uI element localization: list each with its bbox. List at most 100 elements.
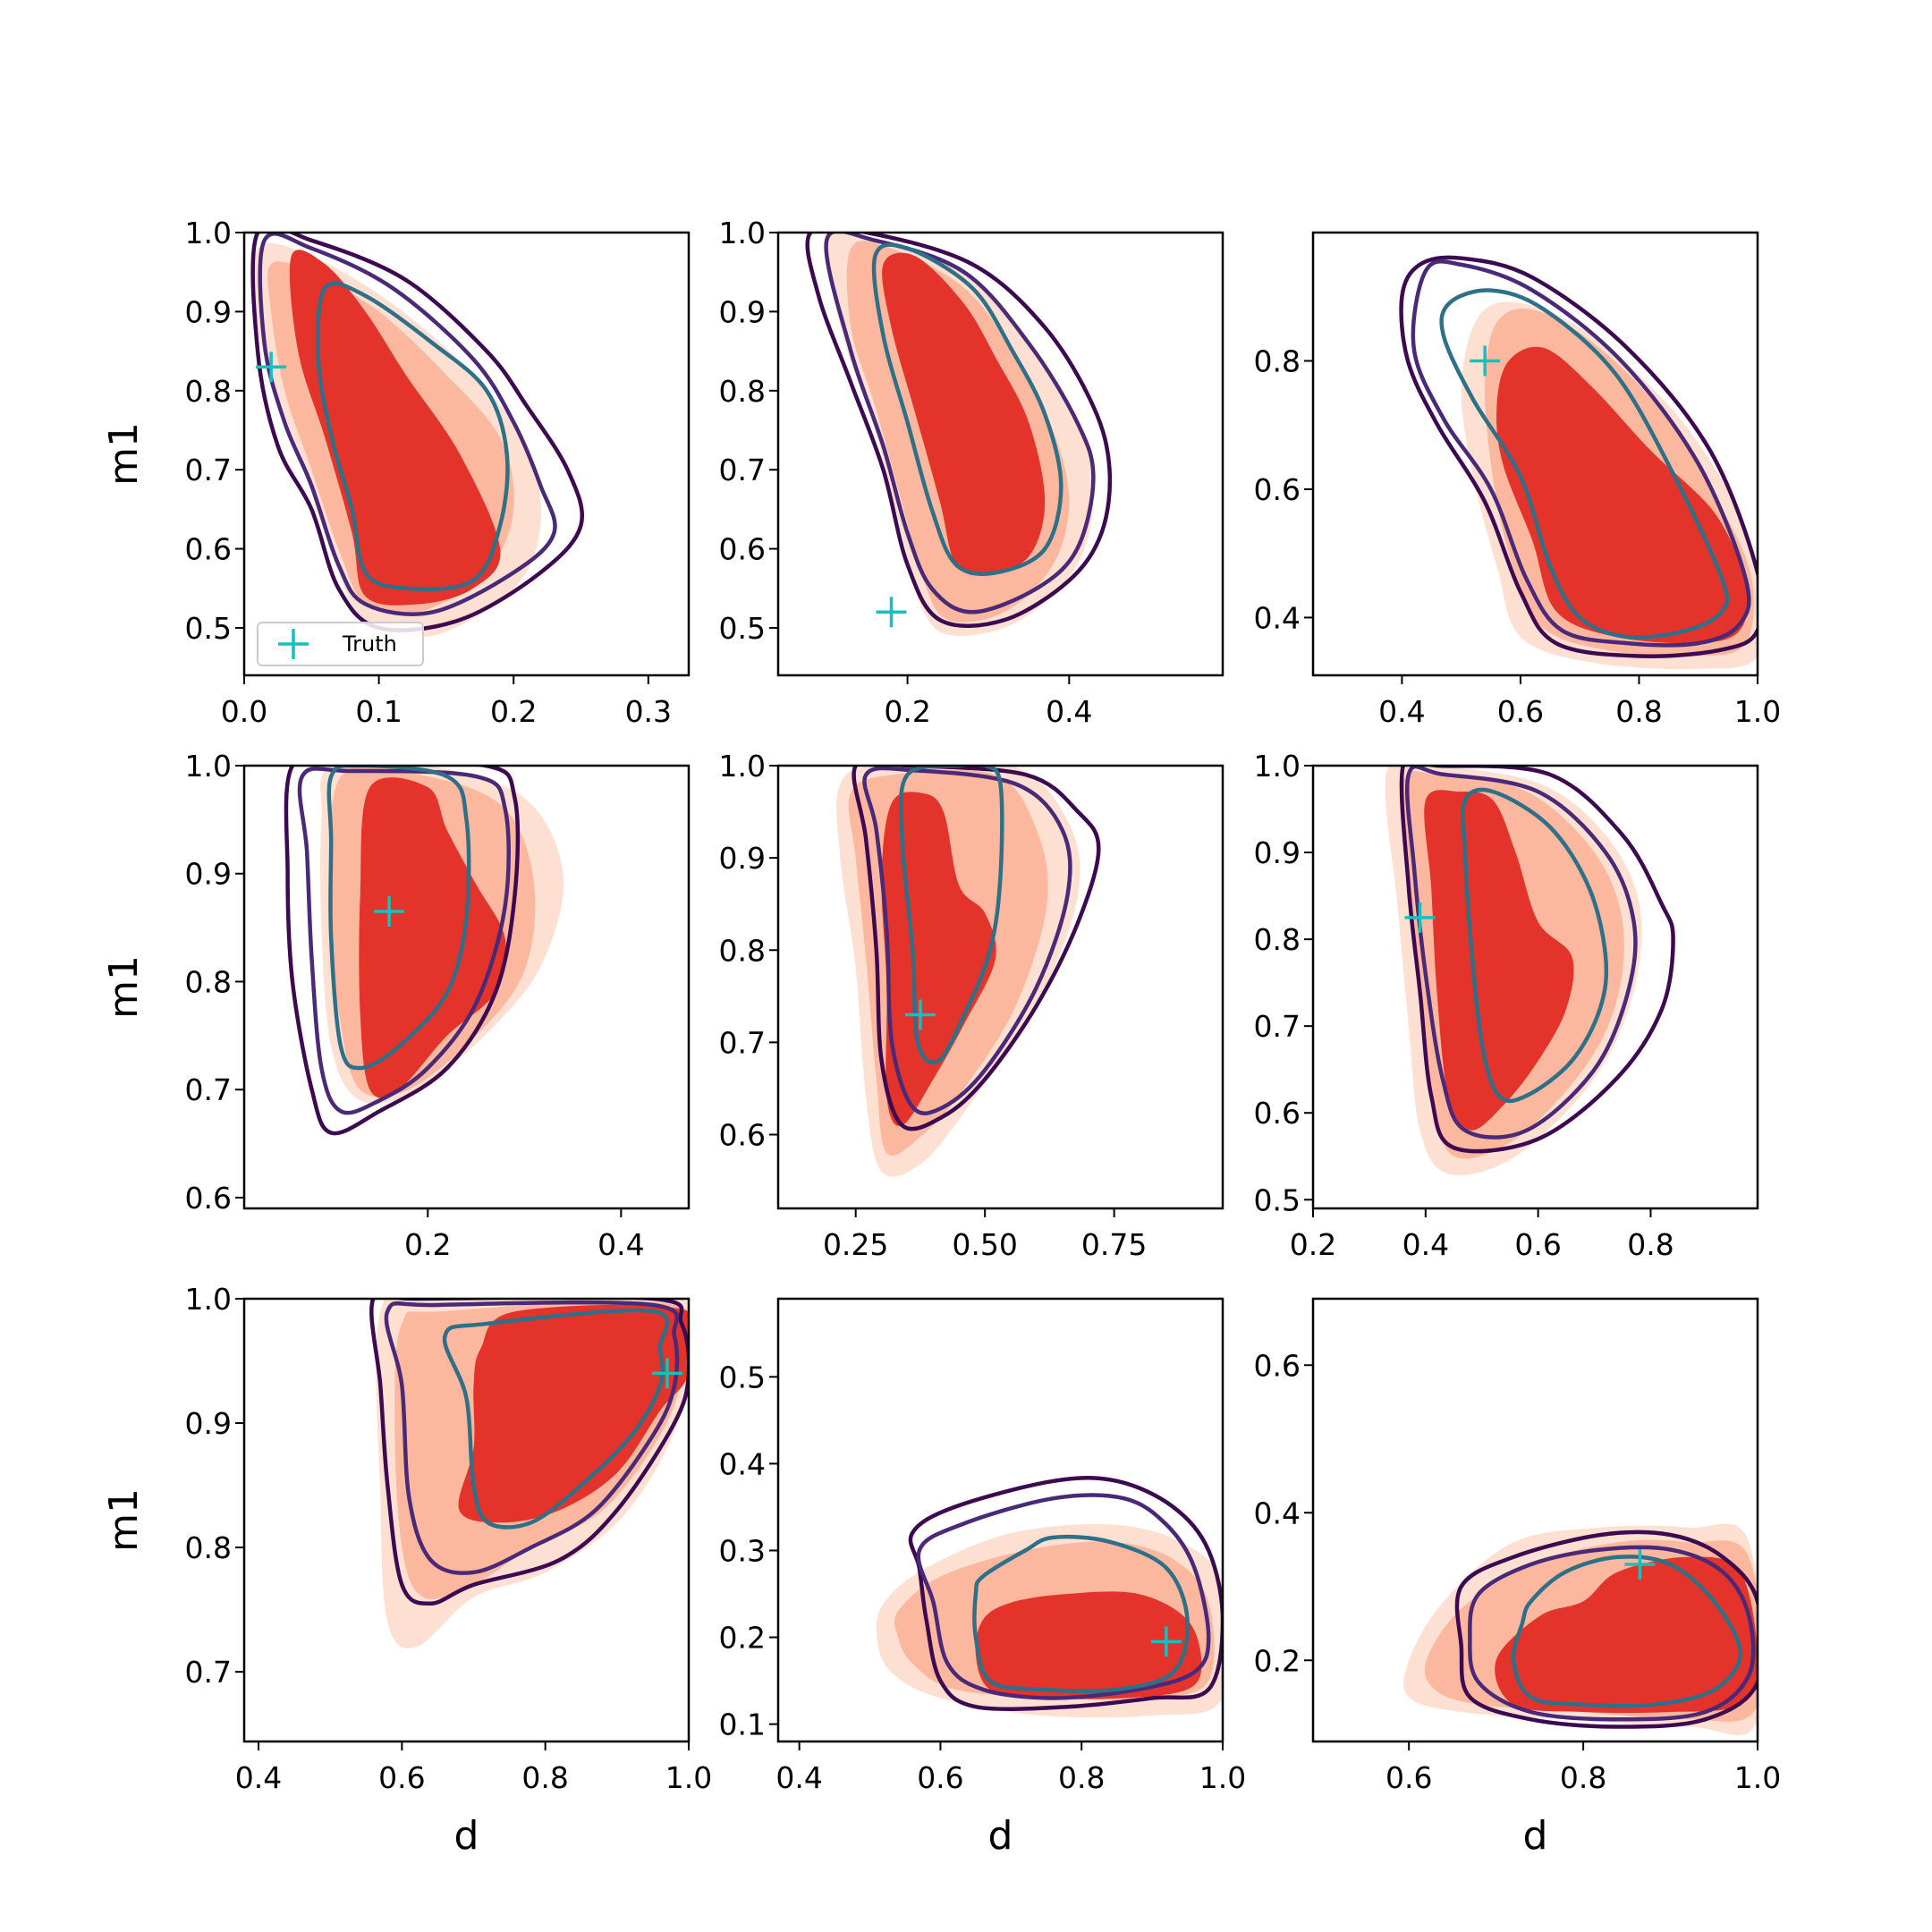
y-tick-label: 0.6 xyxy=(1254,472,1301,507)
y-axis-label: m1 xyxy=(101,422,147,486)
y-tick-label: 0.7 xyxy=(185,1072,232,1107)
y-tick-label: 0.4 xyxy=(719,1446,766,1481)
x-tick-label: 1.0 xyxy=(1734,694,1781,729)
y-tick-label: 0.6 xyxy=(185,532,232,567)
line-contour-level-3 xyxy=(326,766,471,1071)
y-tick-label: 0.7 xyxy=(719,1025,766,1060)
y-tick-label: 0.9 xyxy=(185,1406,232,1441)
panel-1: 0.0 0.1 0.2 0.3 0.5 0.6 0.7 0.8 0.9 1.0 m1 Truth xyxy=(101,216,691,729)
axes-frame xyxy=(242,231,691,677)
y-tick-label: 1.0 xyxy=(185,216,232,250)
line-contour-level-2 xyxy=(258,233,557,616)
y-tick-label: 0.2 xyxy=(719,1621,766,1656)
x-tick-label: 0.4 xyxy=(597,1227,644,1262)
y-tick-label: 0.8 xyxy=(185,1530,232,1565)
y-tick-label: 0.9 xyxy=(719,841,766,876)
y-tick-label: 0.6 xyxy=(719,532,766,567)
y-tick-label: 0.7 xyxy=(185,453,232,487)
y-axis-label: m1 xyxy=(101,1488,147,1552)
filled-contour-level-3 xyxy=(458,1304,689,1523)
y-tick-label: 0.8 xyxy=(1254,922,1301,957)
line-contour-level-2 xyxy=(1468,1545,1756,1722)
x-axis-label: d xyxy=(1523,1813,1548,1859)
truth-marker xyxy=(904,999,936,1030)
axes-frame xyxy=(242,1297,691,1743)
legend-label: Truth xyxy=(342,631,397,657)
line-contour-level-3 xyxy=(972,1534,1191,1693)
y-tick-label: 0.5 xyxy=(719,1360,766,1394)
axes-frame xyxy=(776,231,1224,677)
y-axis-label: m1 xyxy=(101,955,147,1019)
y-tick-label: 1.0 xyxy=(185,1282,232,1317)
filled-contour-level-3 xyxy=(1424,790,1574,1131)
x-tick-label: 0.50 xyxy=(952,1227,1017,1262)
line-contour-level-1 xyxy=(250,233,585,632)
line-contour-level-1 xyxy=(908,1475,1223,1711)
panel-8: 0.4 0.6 0.8 1.0 0.1 0.2 0.3 0.4 0.5 d xyxy=(719,1297,1246,1859)
filled-contour-level-3 xyxy=(1495,1556,1758,1714)
y-tick-label: 1.0 xyxy=(719,216,766,250)
contour-layer xyxy=(805,233,1113,637)
axes-frame xyxy=(1311,231,1759,677)
panel-2: 0.2 0.4 0.5 0.6 0.7 0.8 0.9 1.0 xyxy=(719,216,1224,729)
x-tick-label: 0.6 xyxy=(917,1760,963,1795)
line-contour-level-1 xyxy=(1454,1530,1758,1729)
x-tick-label: 0.8 xyxy=(521,1760,568,1795)
x-tick-label: 0.4 xyxy=(235,1760,282,1795)
line-contour-level-2 xyxy=(1405,766,1638,1140)
x-axis-label: d xyxy=(454,1813,479,1859)
y-tick-label: 0.6 xyxy=(1254,1348,1301,1383)
y-tick-label: 0.7 xyxy=(1254,1009,1301,1044)
line-contour-level-1 xyxy=(1399,255,1758,658)
line-contour-level-2 xyxy=(297,767,511,1115)
x-tick-label: 0.8 xyxy=(1615,694,1662,729)
y-tick-label: 0.8 xyxy=(1254,343,1301,378)
legend: Truth xyxy=(257,622,424,666)
line-contour-level-2 xyxy=(862,766,1072,1115)
y-tick-label: 0.3 xyxy=(719,1533,766,1568)
truth-marker xyxy=(1470,345,1501,377)
y-tick-label: 0.7 xyxy=(719,453,766,487)
x-tick-label: 0.25 xyxy=(823,1227,888,1262)
x-tick-label: 0.6 xyxy=(378,1760,425,1795)
contour-layer xyxy=(369,1299,689,1648)
truth-marker xyxy=(1404,902,1436,933)
line-contour-level-3 xyxy=(315,281,510,591)
truth-marker xyxy=(1624,1549,1656,1580)
panel-7: 0.4 0.6 0.8 1.0 0.7 0.8 0.9 1.0 m1 d xyxy=(101,1282,712,1859)
contour-layer xyxy=(1403,1523,1758,1735)
panel-5: 0.25 0.50 0.75 0.6 0.7 0.8 0.9 1.0 xyxy=(719,749,1224,1262)
x-tick-label: 1.0 xyxy=(665,1760,712,1795)
x-tick-label: 0.1 xyxy=(355,694,402,729)
truth-marker xyxy=(374,895,405,927)
x-tick-label: 0.4 xyxy=(1046,694,1092,729)
x-tick-label: 0.2 xyxy=(884,694,930,729)
truth-marker xyxy=(256,352,287,383)
x-tick-label: 0.6 xyxy=(1385,1760,1432,1795)
line-contour-level-3 xyxy=(1439,288,1730,640)
y-tick-label: 0.9 xyxy=(1254,835,1301,870)
contour-layer xyxy=(1399,255,1758,670)
y-tick-label: 0.9 xyxy=(719,294,766,329)
line-contour-level-1 xyxy=(852,766,1101,1131)
contour-layer xyxy=(284,766,564,1136)
y-tick-label: 0.1 xyxy=(719,1707,766,1742)
x-tick-label: 0.4 xyxy=(1402,1227,1449,1262)
x-tick-label: 0.2 xyxy=(1290,1227,1336,1262)
x-tick-label: 0.75 xyxy=(1081,1227,1147,1262)
y-tick-label: 0.8 xyxy=(719,374,766,409)
y-tick-label: 0.7 xyxy=(185,1655,232,1690)
line-contour-level-2 xyxy=(916,1493,1211,1700)
x-tick-label: 0.8 xyxy=(1058,1760,1105,1795)
panel-4: 0.2 0.4 0.6 0.7 0.8 0.9 1.0 m1 xyxy=(101,749,691,1262)
x-tick-label: 0.2 xyxy=(490,694,537,729)
panel-6: 0.2 0.4 0.6 0.8 0.5 0.6 0.7 0.8 0.9 1.0 xyxy=(1254,749,1759,1262)
line-contour-level-1 xyxy=(369,1299,689,1606)
x-tick-label: 1.0 xyxy=(1199,1760,1246,1795)
truth-marker xyxy=(876,597,907,628)
x-tick-label: 0.0 xyxy=(221,694,267,729)
y-tick-label: 0.4 xyxy=(1254,600,1301,635)
x-tick-label: 0.8 xyxy=(1627,1227,1674,1262)
y-tick-label: 0.6 xyxy=(719,1118,766,1153)
